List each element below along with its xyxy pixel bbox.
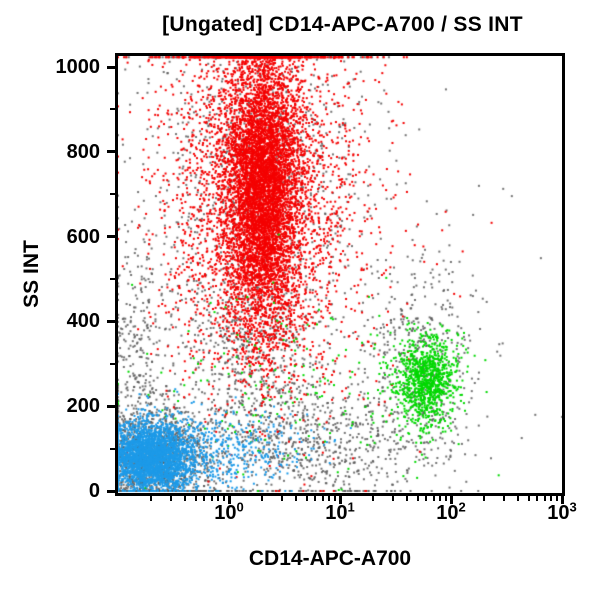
y-tick-label: 800: [66, 140, 100, 163]
x-minor-tick: [432, 496, 435, 501]
y-minor-tick: [110, 108, 115, 111]
x-major-tick: [338, 496, 342, 504]
y-minor-tick: [110, 362, 115, 365]
x-minor-tick: [550, 496, 553, 501]
x-minor-tick: [294, 496, 297, 501]
y-minor-tick: [110, 193, 115, 196]
x-minor-tick: [222, 496, 225, 501]
x-major-tick: [560, 496, 564, 504]
x-minor-tick: [444, 496, 447, 501]
y-major-tick: [107, 404, 115, 408]
x-minor-tick: [405, 496, 408, 501]
x-minor-tick: [527, 496, 530, 501]
y-axis-label: SS INT: [20, 240, 43, 308]
y-tick-label: 600: [66, 225, 100, 248]
x-minor-tick: [328, 496, 331, 501]
x-minor-tick: [439, 496, 442, 501]
x-minor-tick: [314, 496, 317, 501]
x-tick-label: 103: [547, 499, 577, 524]
x-axis-label: CD14-APC-A700: [248, 547, 412, 570]
x-minor-tick: [555, 496, 558, 501]
x-minor-tick: [391, 496, 394, 501]
x-minor-tick: [483, 496, 486, 501]
x-minor-tick: [194, 496, 197, 501]
x-tick-label: 101: [325, 499, 355, 524]
y-tick-label: 0: [88, 480, 100, 502]
x-minor-tick: [217, 496, 220, 501]
x-minor-tick: [305, 496, 308, 501]
y-major-tick: [107, 150, 115, 154]
dot-plot-canvas: [118, 56, 562, 493]
x-minor-tick: [321, 496, 324, 501]
y-major-tick: [107, 235, 115, 239]
chart-title: [Ungated] CD14-APC-A700 / SS INT: [162, 13, 523, 36]
x-minor-tick: [543, 496, 546, 501]
y-major-tick: [107, 319, 115, 323]
x-minor-tick: [150, 496, 153, 501]
x-minor-tick: [169, 496, 172, 501]
x-minor-tick: [502, 496, 505, 501]
x-minor-tick: [261, 496, 264, 501]
x-minor-tick: [210, 496, 213, 501]
x-minor-tick: [280, 496, 283, 501]
y-tick-label: 400: [66, 310, 100, 333]
x-minor-tick: [183, 496, 186, 501]
y-minor-tick: [110, 278, 115, 280]
x-minor-tick: [416, 496, 419, 501]
x-minor-tick: [516, 496, 519, 501]
x-minor-tick: [425, 496, 428, 501]
x-tick-label: 100: [214, 499, 244, 524]
x-minor-tick: [333, 496, 336, 501]
x-minor-tick: [203, 496, 206, 501]
y-major-tick: [107, 489, 115, 493]
x-major-tick: [227, 496, 231, 504]
y-major-tick: [107, 65, 115, 69]
x-minor-tick: [536, 496, 539, 501]
x-major-tick: [449, 496, 453, 504]
x-minor-tick: [372, 496, 375, 501]
y-tick-label: 200: [66, 395, 100, 418]
y-tick-label: 1000: [55, 56, 101, 78]
y-minor-tick: [110, 447, 115, 450]
x-tick-label: 102: [436, 499, 466, 524]
